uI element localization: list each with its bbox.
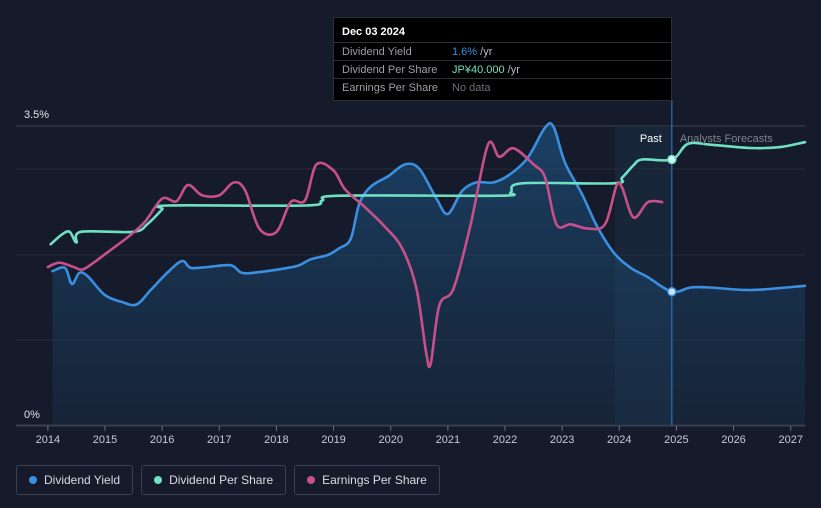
x-axis: 2014 2015 2016 2017 2018 2019 2020 2021 2022 2023… [16, 425, 805, 446]
tooltip-label: Dividend Yield [342, 46, 412, 58]
tooltip-markers [667, 154, 677, 297]
dot-icon [307, 476, 316, 484]
x-tick-label: 2015 [93, 434, 117, 446]
tooltip-unit: /yr [504, 64, 520, 76]
tooltip-value: No data [452, 82, 491, 94]
tooltip-row-dividend-per-share: Dividend Per Share JP¥40.000 /yr [334, 60, 671, 79]
x-tick-label: 2014 [36, 434, 60, 446]
x-tick-label: 2024 [607, 434, 631, 446]
x-tick-label: 2026 [721, 434, 745, 446]
x-tick-label: 2022 [493, 434, 517, 446]
x-tick-label: 2018 [264, 434, 288, 446]
x-tick-label: 2020 [378, 434, 402, 446]
analysts-forecasts-label: Analysts Forecasts [680, 133, 773, 145]
x-tick-label: 2016 [150, 434, 174, 446]
dividend-yield-marker [667, 286, 677, 297]
earnings-per-share-line [46, 140, 664, 369]
x-tick-label: 2017 [207, 434, 231, 446]
legend: Dividend Yield Dividend Per Share Earnin… [16, 465, 440, 495]
y-tick-label-top: 3.5% [24, 109, 49, 121]
tooltip-label: Earnings Per Share [342, 82, 438, 94]
dividend-per-share-marker [667, 154, 677, 165]
series-lines [46, 121, 807, 369]
tooltip-row-earnings-per-share: Earnings Per Share No data [334, 78, 671, 97]
legend-label: Dividend Per Share [169, 473, 274, 487]
x-tick-label: 2019 [321, 434, 345, 446]
tooltip-row-dividend-yield: Dividend Yield 1.6% /yr [334, 42, 671, 61]
legend-item-dividend-per-share[interactable]: Dividend Per Share [141, 465, 287, 495]
x-tick-label: 2025 [664, 434, 688, 446]
legend-item-dividend-yield[interactable]: Dividend Yield [16, 465, 134, 495]
tooltip-date: Dec 03 2024 [342, 26, 405, 38]
legend-label: Dividend Yield [44, 473, 121, 487]
x-tick-label: 2021 [436, 434, 460, 446]
tooltip-label: Dividend Per Share [342, 64, 438, 76]
dividend-yield-line [51, 121, 807, 307]
x-tick-label: 2023 [550, 434, 574, 446]
tooltip-unit: /yr [477, 46, 493, 58]
y-tick-label-bottom: 0% [24, 409, 40, 421]
dividend-yield-area [52, 123, 805, 426]
legend-item-earnings-per-share[interactable]: Earnings Per Share [294, 465, 440, 495]
legend-label: Earnings Per Share [322, 473, 427, 487]
x-tick-label: 2027 [778, 434, 802, 446]
tooltip-value: 1.6% [452, 46, 478, 58]
dot-icon [29, 476, 37, 484]
dot-icon [154, 476, 163, 484]
tooltip: Dec 03 2024 Dividend Yield 1.6% /yr Divi… [333, 17, 672, 101]
past-label: Past [640, 133, 662, 145]
tooltip-value: JP¥40.000 [452, 64, 505, 76]
